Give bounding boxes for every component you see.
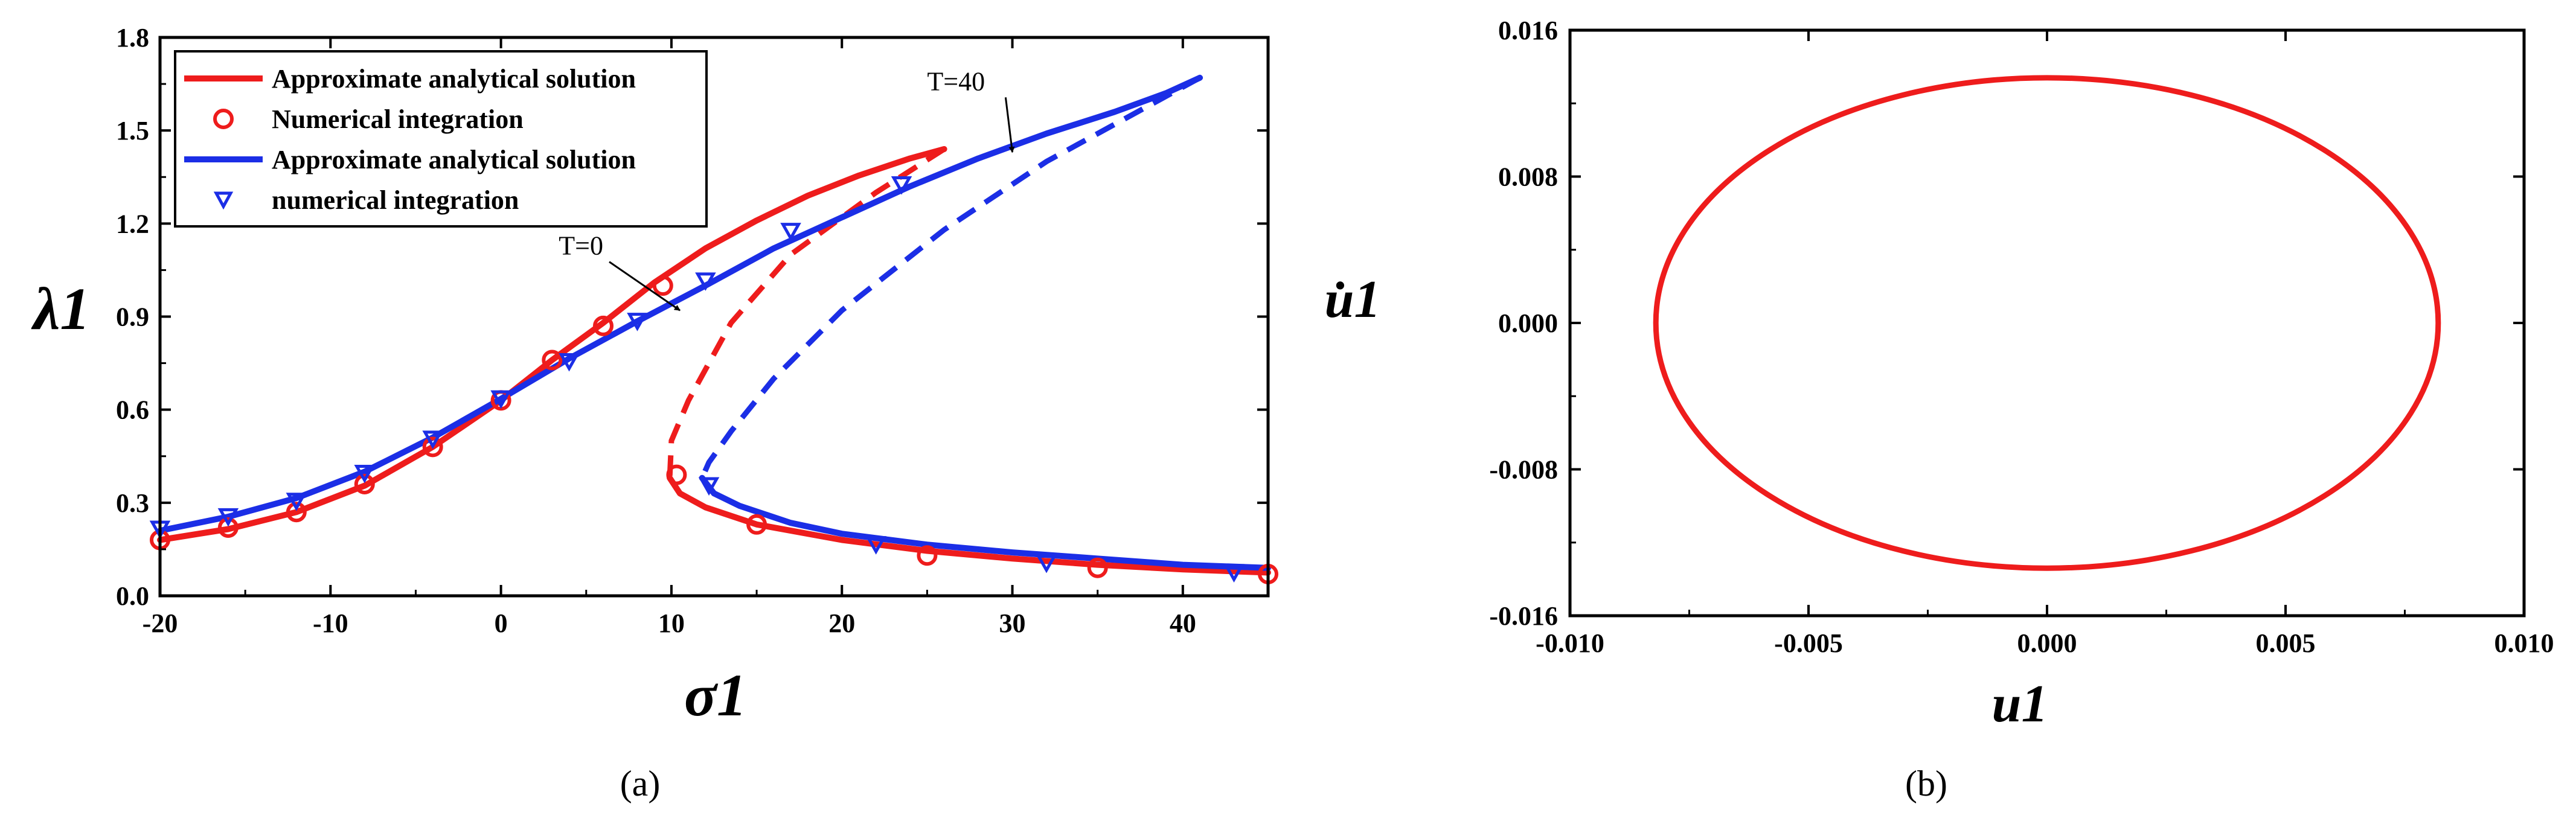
y-tick-label: 0.6 (116, 395, 149, 425)
chart-a-ylabel-symbol: λ1 (31, 275, 90, 342)
chart-b-ylabel: u̇1 (1325, 270, 1381, 329)
x-tick-label: 0 (495, 608, 508, 638)
red-circle-marker (917, 545, 938, 566)
y-tick-label: -0.008 (1489, 455, 1558, 485)
annotation-t0-arrow (609, 261, 681, 311)
blue-triangle-marker (780, 223, 801, 241)
blue-triangle-marker (286, 493, 307, 511)
blue-triangle-marker (698, 477, 720, 496)
chart-a-plot-area (149, 74, 1278, 585)
chart-a-annotations: T=0 T=40 (559, 66, 1015, 311)
chart-a: -20 -10 0 10 20 30 40 0.0 0.3 0.6 0.9 1.2 1.5 1.8 App… (31, 23, 1278, 803)
red-circle-marker (666, 464, 687, 485)
legend-entry-3: Approximate analytical solution (272, 145, 636, 174)
x-tick-label: 40 (1170, 608, 1196, 638)
chart-a-legend: Approximate analytical solution Numerica… (174, 50, 708, 228)
y-tick-label: 0.9 (116, 302, 149, 332)
blue-triangle-marker (217, 508, 239, 527)
blue-triangle-marker (891, 176, 912, 195)
x-tick-label: 0.000 (2017, 628, 2077, 658)
legend-blue-triangle-marker (213, 191, 234, 210)
y-tick-label: 1.8 (116, 23, 149, 53)
y-tick-label: 1.2 (116, 209, 149, 238)
blue-unstable-branch (699, 75, 1202, 479)
red-circle-marker (746, 514, 767, 535)
panel-b-label: (b) (1905, 764, 1947, 803)
chart-b-frame (1568, 28, 2526, 618)
x-tick-label: -20 (143, 608, 178, 638)
panel-a-label: (a) (620, 764, 661, 803)
annotation-t40: T=40 (927, 66, 985, 96)
chart-b: -0.010 -0.005 0.000 0.005 0.010 0.016 0.008 0.0… (1325, 16, 2554, 803)
x-tick-label: 0.005 (2256, 628, 2316, 658)
x-tick-label: -0.010 (1536, 628, 1604, 658)
red-circle-marker (217, 517, 239, 538)
x-tick-label: -0.005 (1774, 628, 1843, 658)
x-tick-label: -10 (313, 608, 348, 638)
red-circle-marker (542, 350, 563, 371)
chart-b-ticks: -0.010 -0.005 0.000 0.005 0.010 0.016 0.008 0.0… (1489, 16, 2554, 658)
y-tick-label: 0.008 (1498, 162, 1558, 192)
legend-red-circle-marker (213, 109, 234, 129)
annotation-t40-arrow (1004, 97, 1015, 153)
x-tick-label: 0.010 (2494, 628, 2554, 658)
legend-entry-4: numerical integration (272, 185, 519, 215)
chart-a-xlabel: σ1 (684, 662, 747, 729)
blue-triangle-marker (1223, 564, 1245, 583)
x-tick-label: 20 (828, 608, 855, 638)
red-stable-lower-curve (667, 474, 1271, 576)
red-unstable-branch (667, 147, 946, 478)
y-tick-label: 0.3 (116, 488, 149, 518)
red-stable-upper-curve (157, 146, 947, 543)
phase-trajectory-ellipse (1653, 75, 2441, 571)
y-tick-label: -0.016 (1489, 601, 1558, 631)
blue-triangle-marker (559, 353, 580, 372)
blue-triangle-marker (1036, 554, 1057, 573)
blue-triangle-marker (627, 313, 648, 331)
blue-triangle-marker (490, 390, 511, 409)
y-tick-label: 0.016 (1498, 16, 1558, 45)
x-tick-label: 30 (999, 608, 1026, 638)
chart-b-plot-area (1653, 75, 2441, 571)
legend-entry-2: Numerical integration (272, 104, 524, 134)
blue-triangle-marker (865, 536, 886, 555)
red-circle-marker (286, 502, 307, 523)
red-circle-marker (652, 275, 673, 296)
red-circle-marker (354, 474, 375, 494)
legend-box (174, 50, 708, 228)
y-tick-label: 0.000 (1498, 308, 1558, 338)
legend-entry-1: Approximate analytical solution (272, 64, 636, 94)
red-circle-marker (593, 315, 614, 336)
blue-triangle-marker (422, 430, 443, 449)
chart-a-ylabel: λ1 (31, 275, 90, 342)
x-tick-label: 10 (658, 608, 685, 638)
red-circle-marker (1087, 557, 1108, 578)
y-tick-label: 0.0 (116, 581, 149, 611)
blue-triangle-marker (695, 272, 716, 291)
red-circle-marker (422, 436, 443, 458)
annotation-t0: T=0 (559, 231, 603, 261)
chart-b-xlabel: u1 (1992, 675, 2048, 733)
blue-triangle-marker (354, 464, 376, 484)
chart-a-ticks: -20 -10 0 10 20 30 40 0.0 0.3 0.6 0.9 1.2 1.5 1.8 (116, 23, 1268, 638)
y-tick-label: 1.5 (116, 116, 149, 145)
